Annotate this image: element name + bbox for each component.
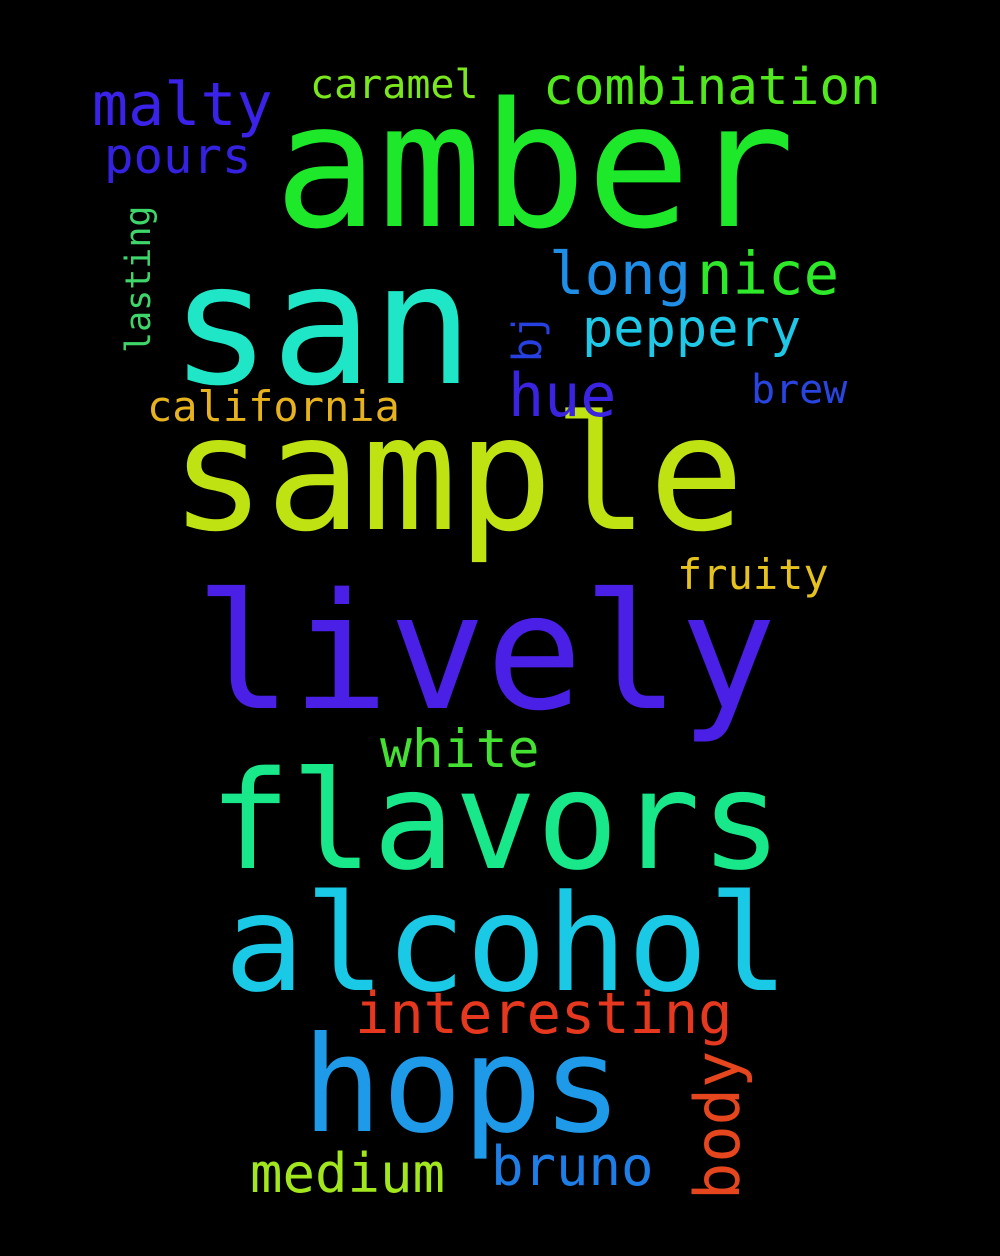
word-body: body <box>681 1050 754 1200</box>
word-combination: combination <box>543 58 881 117</box>
word-fruity: fruity <box>677 550 829 599</box>
word-hops: hops <box>302 1009 623 1163</box>
word-bruno: bruno <box>491 1135 654 1198</box>
word-hue: hue <box>508 361 617 431</box>
word-alcohol: alcohol <box>224 866 789 1022</box>
word-interesting: interesting <box>355 981 733 1047</box>
word-california: california <box>147 382 400 431</box>
word-peppery: peppery <box>582 299 802 359</box>
word-flavors: flavors <box>209 743 783 901</box>
word-amber: amber <box>274 65 795 267</box>
word-sample: sample <box>170 382 745 567</box>
word-medium: medium <box>250 1142 446 1205</box>
word-white: white <box>380 719 540 780</box>
word-san: san <box>170 227 474 423</box>
word-bj: bj <box>505 313 551 362</box>
word-pours: pours <box>104 128 252 185</box>
word-long: long <box>549 239 692 308</box>
word-nice: nice <box>697 239 840 308</box>
word-caramel: caramel <box>310 62 479 108</box>
word-brew: brew <box>751 367 848 413</box>
word-malty: malty <box>92 70 273 140</box>
word-lasting: lasting <box>119 205 159 353</box>
word-lively: lively <box>195 559 777 746</box>
